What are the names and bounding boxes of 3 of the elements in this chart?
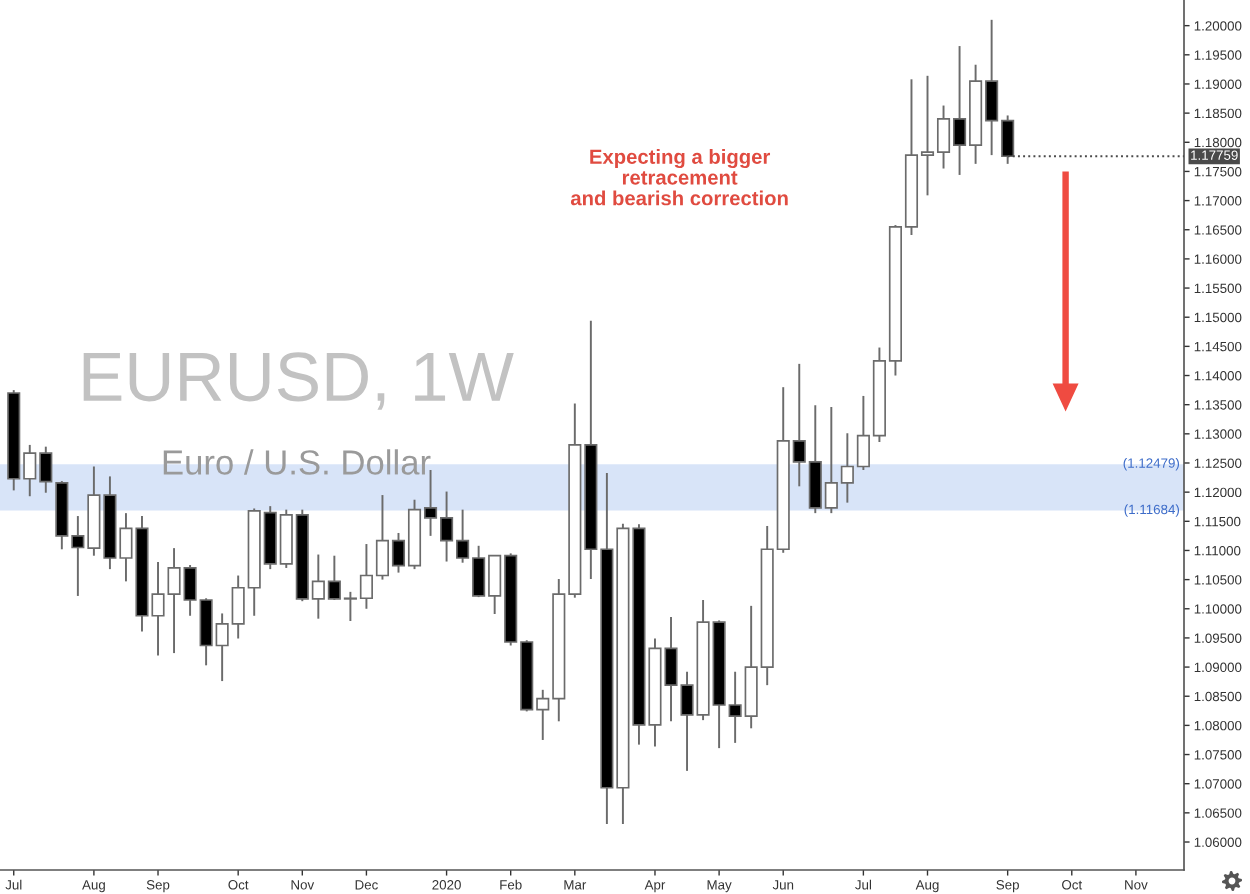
text: EURUSD, 1W (83, 352, 514, 410)
annotation: Expecting a bigger retracement and bearish correction (570, 149, 788, 206)
text: Euro / U.S. Dollar (163, 449, 431, 475)
